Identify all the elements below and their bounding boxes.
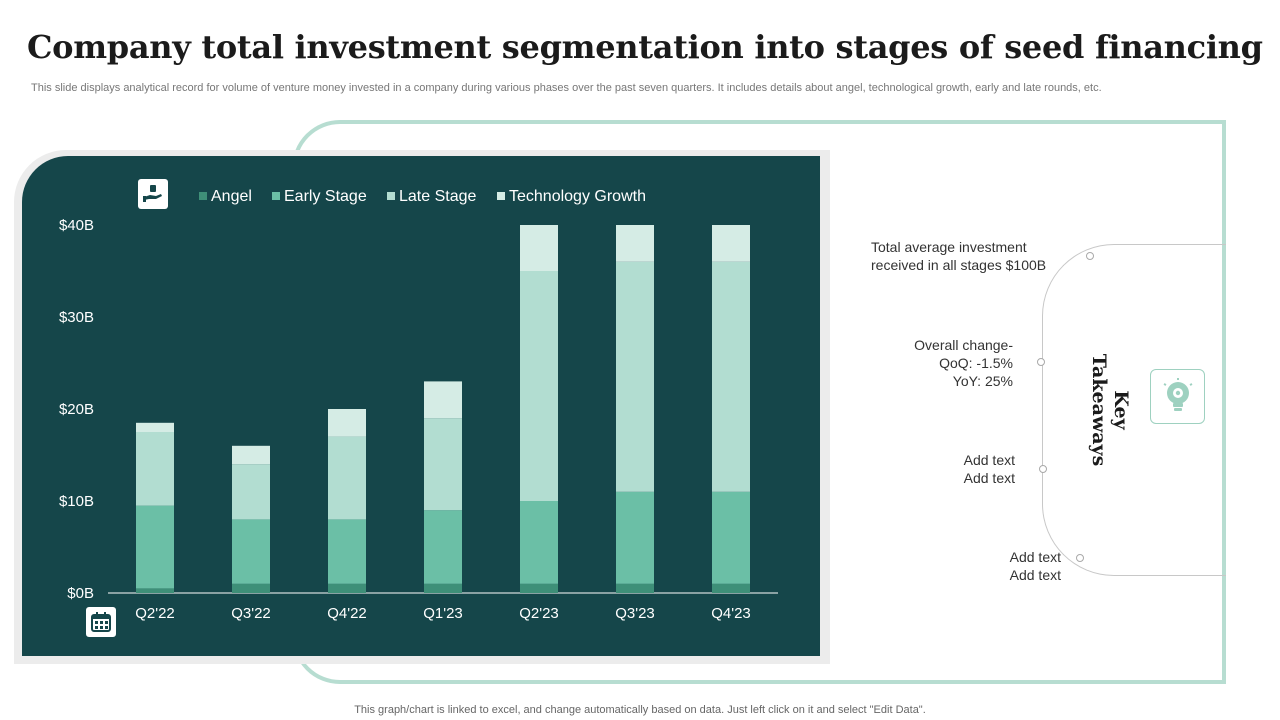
bar-segment-technology-growth[interactable] [520, 225, 558, 271]
bar-segment-technology-growth[interactable] [616, 225, 654, 262]
bar-segment-late-stage[interactable] [712, 261, 750, 492]
bar-segment-late-stage[interactable] [136, 432, 174, 506]
takeaway-dot-1 [1086, 252, 1094, 260]
bar-segment-late-stage[interactable] [232, 464, 270, 520]
bar-segment-technology-growth[interactable] [424, 381, 462, 419]
takeaways-arc [1042, 244, 1226, 576]
y-tick-label: $20B [59, 401, 94, 418]
legend-label: Late Stage [399, 188, 477, 205]
x-tick-label: Q4'22 [327, 605, 367, 622]
takeaway-item-4-line2: Add text [1009, 567, 1061, 583]
y-tick-label: $30B [59, 309, 94, 326]
bar-segment-late-stage[interactable] [424, 418, 462, 511]
takeaway-item-3: Add text Add text [964, 451, 1015, 487]
legend-label: Early Stage [284, 188, 367, 205]
x-tick-label: Q3'23 [615, 605, 655, 622]
takeaway-dot-3 [1039, 465, 1047, 473]
takeaway-item-2-line1: Overall change- [914, 337, 1013, 353]
page-title: Company total investment segmentation in… [27, 28, 1263, 66]
takeaway-item-1-line1: Total average investment [871, 239, 1027, 255]
lightbulb-gear-icon [1150, 369, 1205, 424]
x-tick-label: Q2'23 [519, 605, 559, 622]
bar-segment-technology-growth[interactable] [136, 422, 174, 432]
takeaway-item-2-line3: YoY: 25% [952, 373, 1013, 389]
footer-note: This graph/chart is linked to excel, and… [354, 704, 926, 716]
takeaway-item-3-line1: Add text [963, 452, 1015, 468]
y-tick-label: $10B [59, 493, 94, 510]
takeaway-item-3-line2: Add text [963, 470, 1015, 486]
x-tick-label: Q2'22 [135, 605, 175, 622]
bar-segment-early-stage[interactable] [136, 505, 174, 589]
legend-label: Angel [211, 188, 252, 205]
takeaway-item-2: Overall change- QoQ: -1.5% YoY: 25% [914, 336, 1013, 390]
calendar-icon [86, 607, 116, 637]
y-tick-label: $0B [67, 585, 94, 602]
bar-segment-angel[interactable] [424, 583, 462, 593]
bar-segment-late-stage[interactable] [328, 436, 366, 520]
takeaway-item-2-line2: QoQ: -1.5% [939, 355, 1013, 371]
bar-segment-early-stage[interactable] [520, 501, 558, 584]
bar-segment-technology-growth[interactable] [328, 409, 366, 437]
takeaway-dot-2 [1037, 358, 1045, 366]
key-takeaways-title-line1: Key [1110, 390, 1132, 430]
x-tick-label: Q3'22 [231, 605, 271, 622]
takeaway-item-1-line2: received in all stages $100B [871, 257, 1047, 273]
bar-segment-early-stage[interactable] [712, 491, 750, 584]
x-tick-label: Q4'23 [711, 605, 751, 622]
bar-segment-angel[interactable] [520, 583, 558, 593]
bar-segment-angel[interactable] [616, 583, 654, 593]
bar-segment-late-stage[interactable] [520, 271, 558, 501]
legend-swatch [387, 192, 395, 200]
bar-segment-early-stage[interactable] [424, 510, 462, 584]
bar-segment-early-stage[interactable] [616, 491, 654, 584]
bar-segment-angel[interactable] [136, 588, 174, 593]
bar-segment-angel[interactable] [328, 583, 366, 593]
legend-swatch [497, 192, 505, 200]
takeaway-item-4-line1: Add text [1009, 549, 1061, 565]
legend-swatch [272, 192, 280, 200]
bar-segment-angel[interactable] [712, 583, 750, 593]
takeaway-item-1: Total average investment received in all… [871, 238, 1046, 274]
bar-segment-technology-growth[interactable] [232, 445, 270, 465]
key-takeaways-title: Key Takeaways [1088, 354, 1132, 467]
legend-label: Technology Growth [509, 188, 646, 205]
money-hand-icon [138, 179, 168, 209]
bar-segment-late-stage[interactable] [616, 261, 654, 492]
y-tick-label: $40B [59, 217, 94, 234]
bar-segment-early-stage[interactable] [328, 519, 366, 584]
bar-segment-technology-growth[interactable] [712, 225, 750, 262]
page-subtitle: This slide displays analytical record fo… [31, 82, 1102, 94]
takeaway-item-4: Add text Add text [1010, 548, 1061, 584]
stacked-bar-chart[interactable]: $0B $10B $20B $30B $40B Q2'22 Q3'22 Q4'22 Q1'23 Q… [22, 156, 820, 656]
takeaway-dot-4 [1076, 554, 1084, 562]
x-tick-label: Q1'23 [423, 605, 463, 622]
bar-segment-angel[interactable] [232, 583, 270, 593]
bar-segment-early-stage[interactable] [232, 519, 270, 584]
key-takeaways-title-line2: Takeaways [1088, 353, 1110, 467]
legend-swatch [199, 192, 207, 200]
